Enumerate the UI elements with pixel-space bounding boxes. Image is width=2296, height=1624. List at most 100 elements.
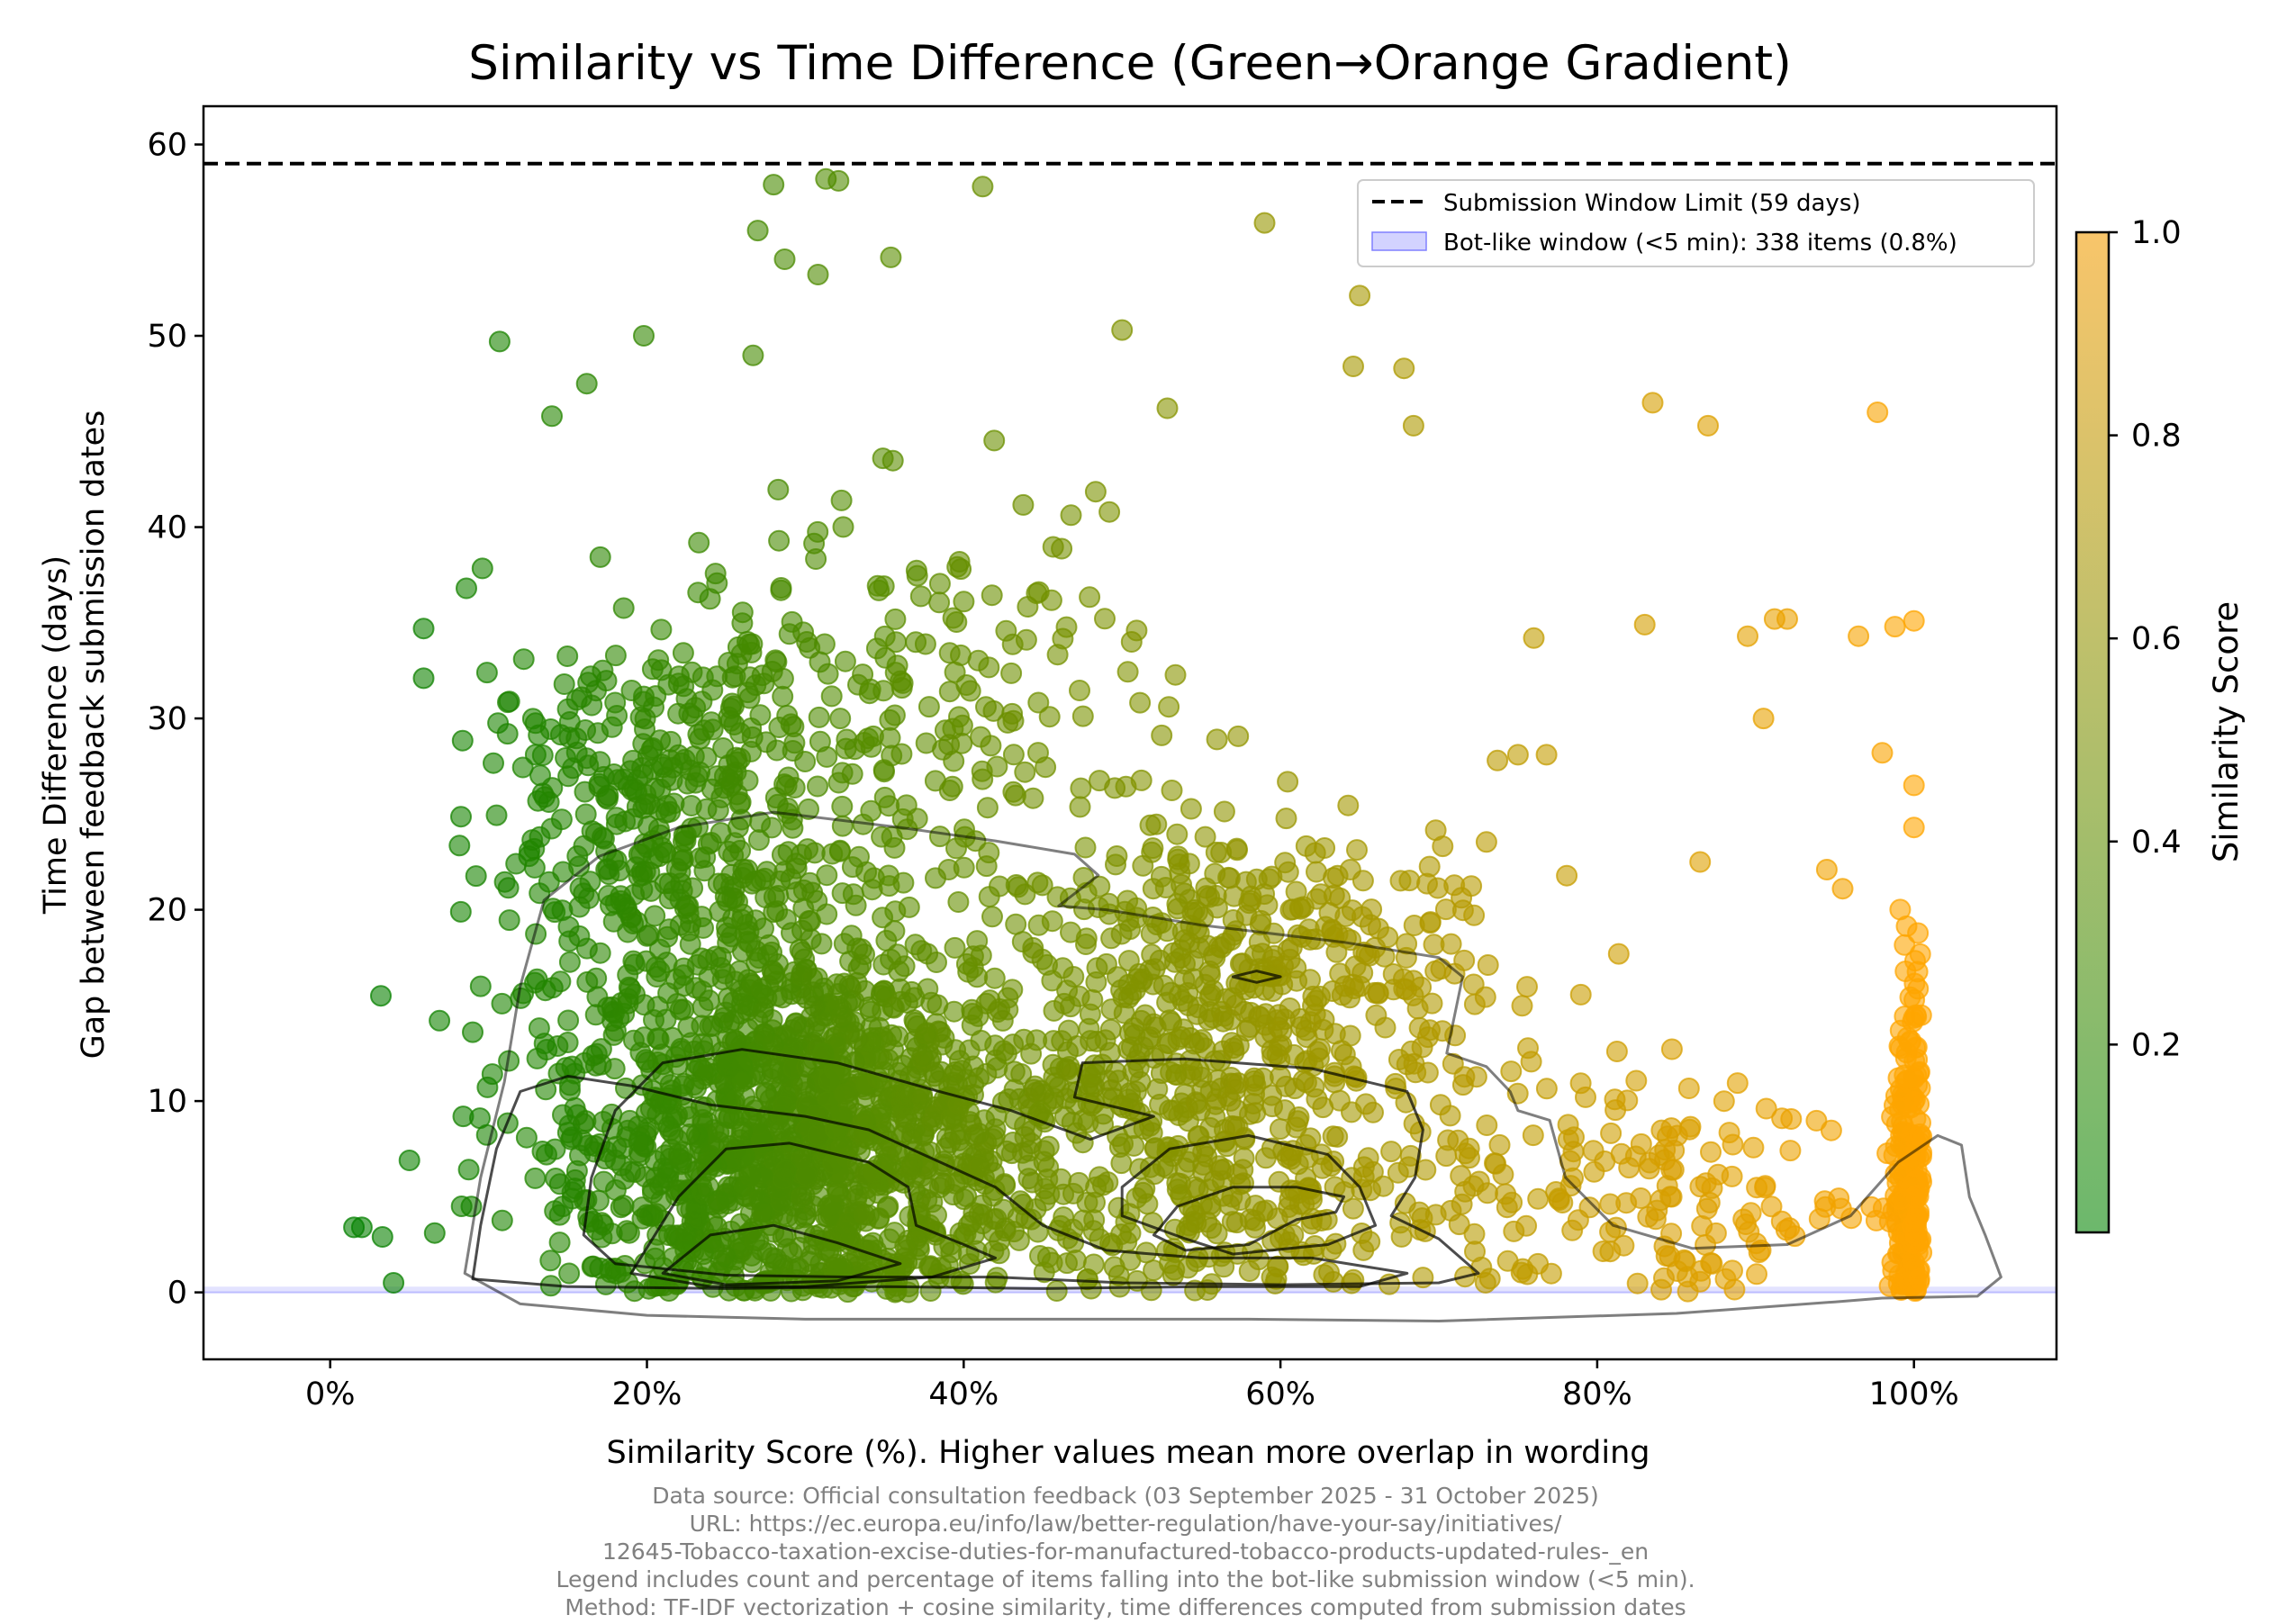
data-point-outlier xyxy=(1884,616,1906,638)
data-point xyxy=(1156,397,1179,420)
data-point xyxy=(995,619,1017,642)
data-point xyxy=(1071,705,1094,727)
data-point-outlier xyxy=(1848,625,1870,647)
data-point xyxy=(595,858,618,880)
data-point xyxy=(1424,960,1447,982)
data-point-outlier xyxy=(1697,414,1719,437)
data-point xyxy=(1516,976,1538,998)
data-point xyxy=(941,775,963,798)
data-point-outlier xyxy=(383,1272,405,1294)
data-point xyxy=(1690,1259,1713,1282)
data-point xyxy=(846,1028,869,1051)
data-point xyxy=(1476,1114,1498,1136)
data-point xyxy=(752,1001,774,1024)
data-point xyxy=(1036,953,1058,976)
data-point xyxy=(1038,706,1061,728)
data-point xyxy=(836,1213,859,1236)
data-point xyxy=(1014,761,1036,783)
data-point xyxy=(867,1182,890,1204)
data-point-outlier xyxy=(1111,319,1134,341)
data-point xyxy=(1069,680,1090,701)
data-point xyxy=(1326,864,1349,887)
data-point xyxy=(1269,1118,1291,1141)
data-point xyxy=(536,1143,557,1166)
data-point xyxy=(762,1033,784,1056)
data-point xyxy=(1060,504,1082,527)
data-point xyxy=(645,956,667,979)
data-point xyxy=(776,704,799,726)
data-point xyxy=(742,344,764,366)
data-point xyxy=(865,637,888,660)
data-point xyxy=(669,861,692,883)
kde-contour-level-2 xyxy=(471,1075,1409,1290)
data-point xyxy=(957,961,980,983)
kde-contours xyxy=(463,810,2002,1322)
data-point xyxy=(524,744,547,766)
data-point xyxy=(1309,985,1331,1007)
data-point-outlier xyxy=(1535,744,1558,766)
data-point xyxy=(713,1244,736,1267)
data-point xyxy=(789,1236,810,1259)
data-point xyxy=(1080,1066,1102,1088)
data-point xyxy=(1367,981,1389,1004)
data-point xyxy=(687,582,710,604)
data-point-outlier xyxy=(1506,744,1529,766)
data-point xyxy=(1342,1197,1364,1220)
data-point xyxy=(1046,644,1069,666)
data-point xyxy=(1540,1262,1562,1285)
data-point xyxy=(587,722,609,744)
data-point xyxy=(545,1168,567,1189)
data-point xyxy=(1406,997,1429,1020)
data-point xyxy=(613,1002,636,1024)
data-point xyxy=(942,717,964,740)
data-point xyxy=(1267,1255,1288,1277)
data-point xyxy=(1046,886,1069,908)
data-point xyxy=(945,837,967,860)
data-point xyxy=(524,1167,547,1189)
data-point xyxy=(857,727,880,750)
data-point xyxy=(1034,1177,1056,1200)
data-point xyxy=(606,705,628,726)
data-point xyxy=(1261,1084,1283,1106)
data-point xyxy=(1299,1127,1322,1150)
data-point xyxy=(1166,823,1189,845)
data-point xyxy=(1249,1006,1271,1028)
x-tick-label: 40% xyxy=(928,1376,999,1412)
data-point xyxy=(1387,1161,1409,1184)
plot-frame xyxy=(202,104,2058,1361)
data-point xyxy=(747,829,770,852)
data-point xyxy=(623,1280,646,1303)
data-point xyxy=(921,1110,944,1132)
data-point xyxy=(806,889,828,912)
data-point xyxy=(749,704,772,726)
data-point xyxy=(1673,1249,1695,1271)
data-point xyxy=(854,1204,876,1226)
data-point xyxy=(772,667,794,690)
data-point xyxy=(618,976,640,998)
data-point xyxy=(800,910,821,933)
data-point xyxy=(812,1042,835,1064)
data-point xyxy=(668,1147,691,1169)
x-tick-label: 20% xyxy=(612,1376,682,1412)
data-point xyxy=(750,978,773,1000)
data-point xyxy=(1124,979,1146,1001)
data-point xyxy=(1418,855,1441,878)
data-point-outlier xyxy=(1831,878,1854,900)
data-point xyxy=(1463,904,1486,926)
data-point-outlier xyxy=(452,1105,475,1128)
data-point xyxy=(561,1126,583,1149)
data-point xyxy=(515,1126,538,1149)
data-point xyxy=(1164,663,1187,686)
data-point xyxy=(1206,728,1228,751)
data-point xyxy=(1695,1233,1717,1256)
data-point xyxy=(1160,1061,1182,1083)
footer-line-3: 12645-Tobacco-taxation-excise-duties-for… xyxy=(602,1538,1649,1565)
data-point xyxy=(905,559,927,582)
data-point xyxy=(884,608,907,630)
data-point xyxy=(1722,1133,1744,1156)
data-point xyxy=(933,1026,955,1049)
data-point xyxy=(1124,1024,1146,1046)
data-point xyxy=(548,1232,571,1254)
data-point xyxy=(612,597,635,619)
data-point xyxy=(1889,898,1912,921)
